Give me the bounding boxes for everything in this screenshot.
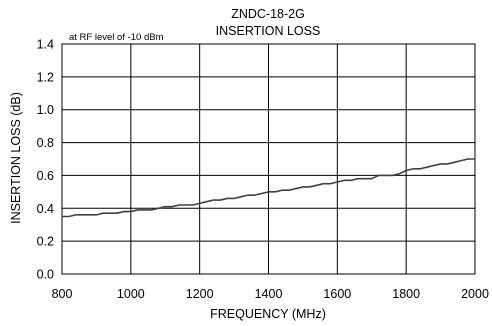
- x-tick-label: 1200: [186, 287, 214, 301]
- y-tick-label: 1.4: [37, 38, 54, 52]
- y-tick-labels: 0.0 0.2 0.4 0.6 0.8 1.0 1.2 1.4: [37, 38, 54, 282]
- x-tick-label: 1000: [117, 287, 145, 301]
- y-axis-title: INSERTION LOSS (dB): [9, 92, 23, 224]
- x-tick-label: 1800: [392, 287, 420, 301]
- x-axis-title: FREQUENCY (MHz): [210, 307, 326, 321]
- y-tick-label: 0.0: [37, 268, 54, 282]
- y-tick-label: 0.4: [37, 202, 54, 216]
- y-tick-label: 1.2: [37, 70, 54, 84]
- y-tick-label: 0.2: [37, 235, 54, 249]
- x-tick-label: 2000: [461, 287, 489, 301]
- series-line-insertion-loss: [62, 158, 475, 218]
- y-tick-label: 0.8: [37, 136, 54, 150]
- y-tick-label: 0.6: [37, 169, 54, 183]
- x-tick-label: 1400: [255, 287, 283, 301]
- chart-subtitle: INSERTION LOSS: [216, 24, 321, 38]
- y-tick-label: 1.0: [37, 103, 54, 117]
- x-tick-label: 800: [52, 287, 73, 301]
- rf-level-annotation: at RF level of -10 dBm: [69, 32, 164, 43]
- grid: [61, 43, 476, 275]
- chart-title: ZNDC-18-2G: [231, 7, 305, 21]
- x-tick-label: 1600: [323, 287, 351, 301]
- x-tick-labels: 800 1000 1200 1400 1600 1800 2000: [52, 287, 489, 301]
